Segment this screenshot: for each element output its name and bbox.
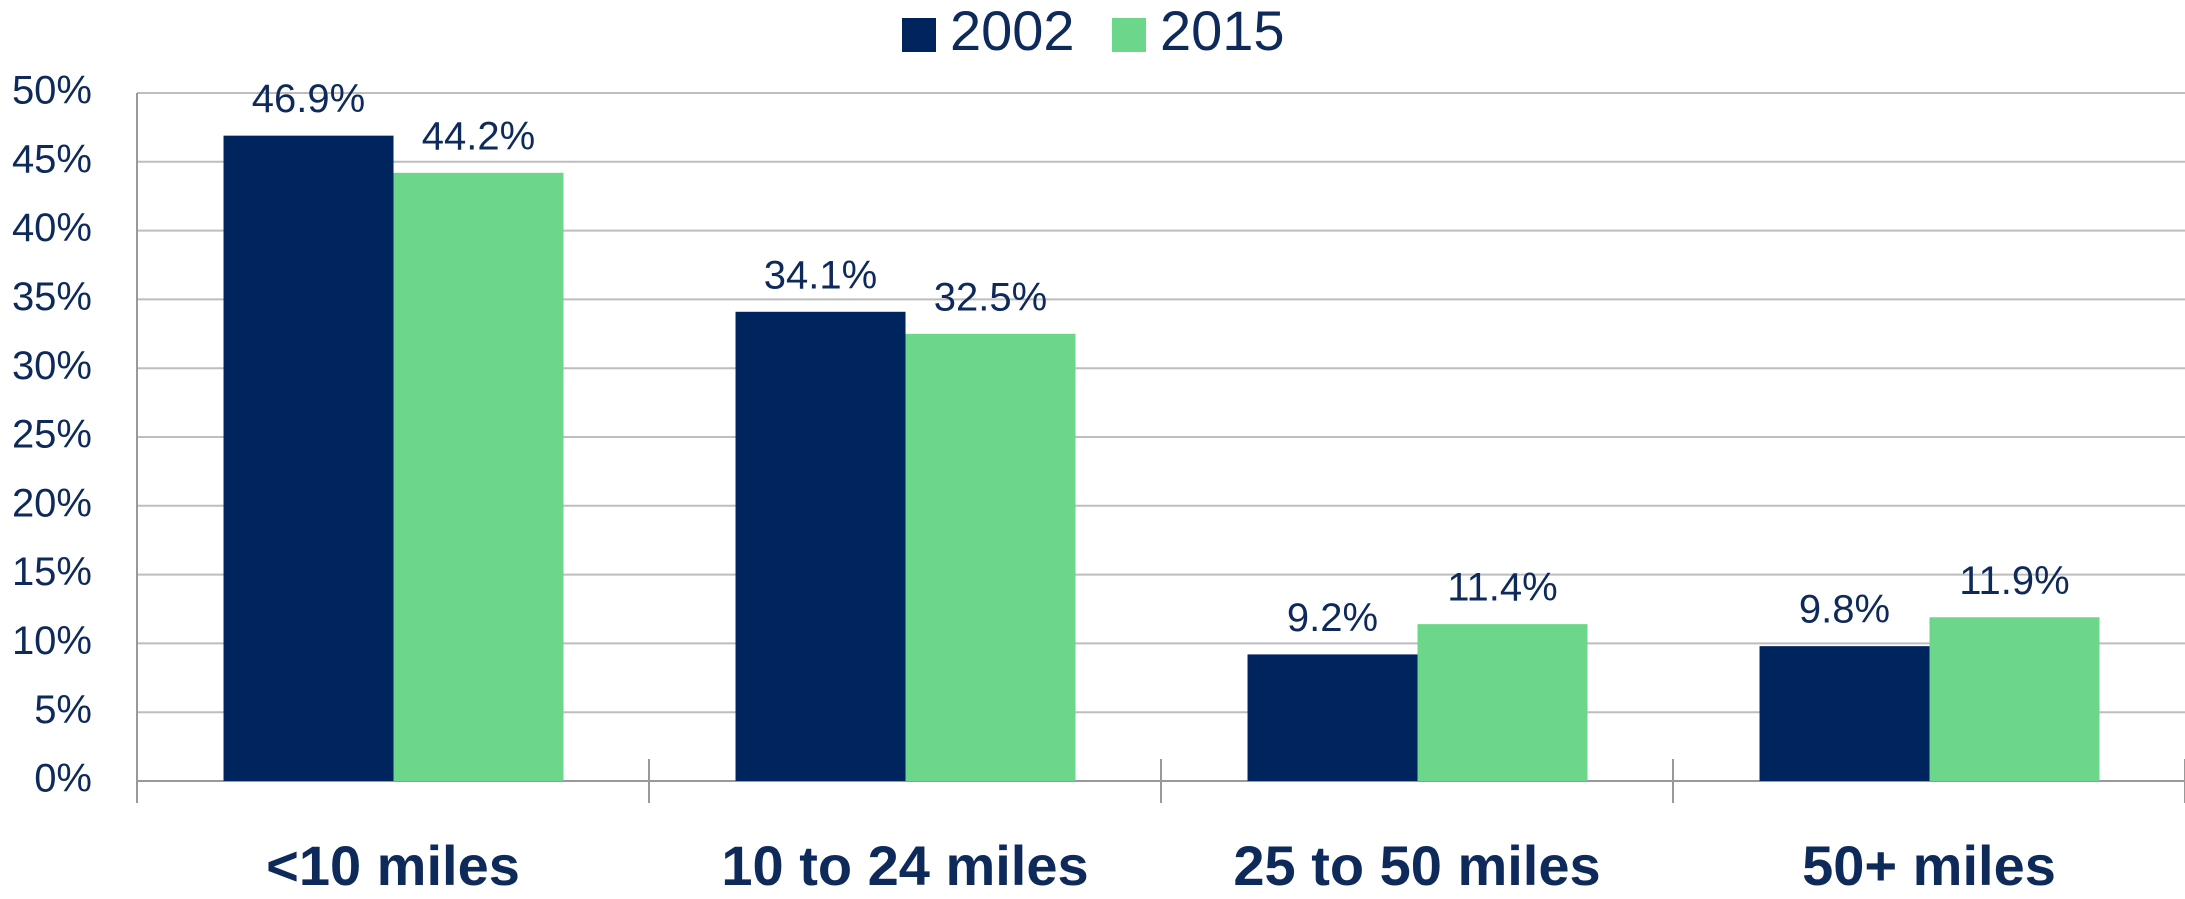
bar [1247,654,1418,781]
legend-swatch [902,18,936,52]
x-tick-label: 10 to 24 miles [721,834,1088,897]
y-tick-label: 40% [12,206,92,250]
data-label: 34.1% [764,253,877,297]
legend-swatch [1112,18,1146,52]
x-tick-label: <10 miles [266,834,520,897]
data-label: 44.2% [422,114,535,158]
legend-label: 2015 [1160,0,1285,62]
data-label: 9.2% [1287,596,1378,640]
bar [393,172,564,782]
y-tick-label: 25% [12,413,92,457]
y-tick-label: 5% [34,688,92,732]
y-tick-label: 45% [12,137,92,181]
bar [735,311,906,781]
bar [1929,617,2100,781]
y-tick-label: 15% [12,550,92,594]
data-label: 32.5% [934,275,1047,319]
y-tick-label: 30% [12,344,92,388]
data-label: 11.9% [1959,559,2069,603]
x-tick-label: 25 to 50 miles [1233,834,1600,897]
data-label: 46.9% [252,77,365,121]
y-tick-label: 35% [12,275,92,319]
y-tick-label: 50% [12,69,92,113]
data-label: 9.8% [1799,588,1890,632]
x-tick-label: 50+ miles [1802,834,2056,897]
legend-label: 2002 [950,0,1075,62]
bar [1417,624,1588,781]
bar [905,333,1076,781]
y-tick-label: 0% [34,757,92,801]
data-label: 11.4% [1447,566,1557,610]
bar [1759,646,1930,781]
bar [223,135,394,781]
y-tick-label: 10% [12,619,92,663]
y-tick-label: 20% [12,481,92,525]
